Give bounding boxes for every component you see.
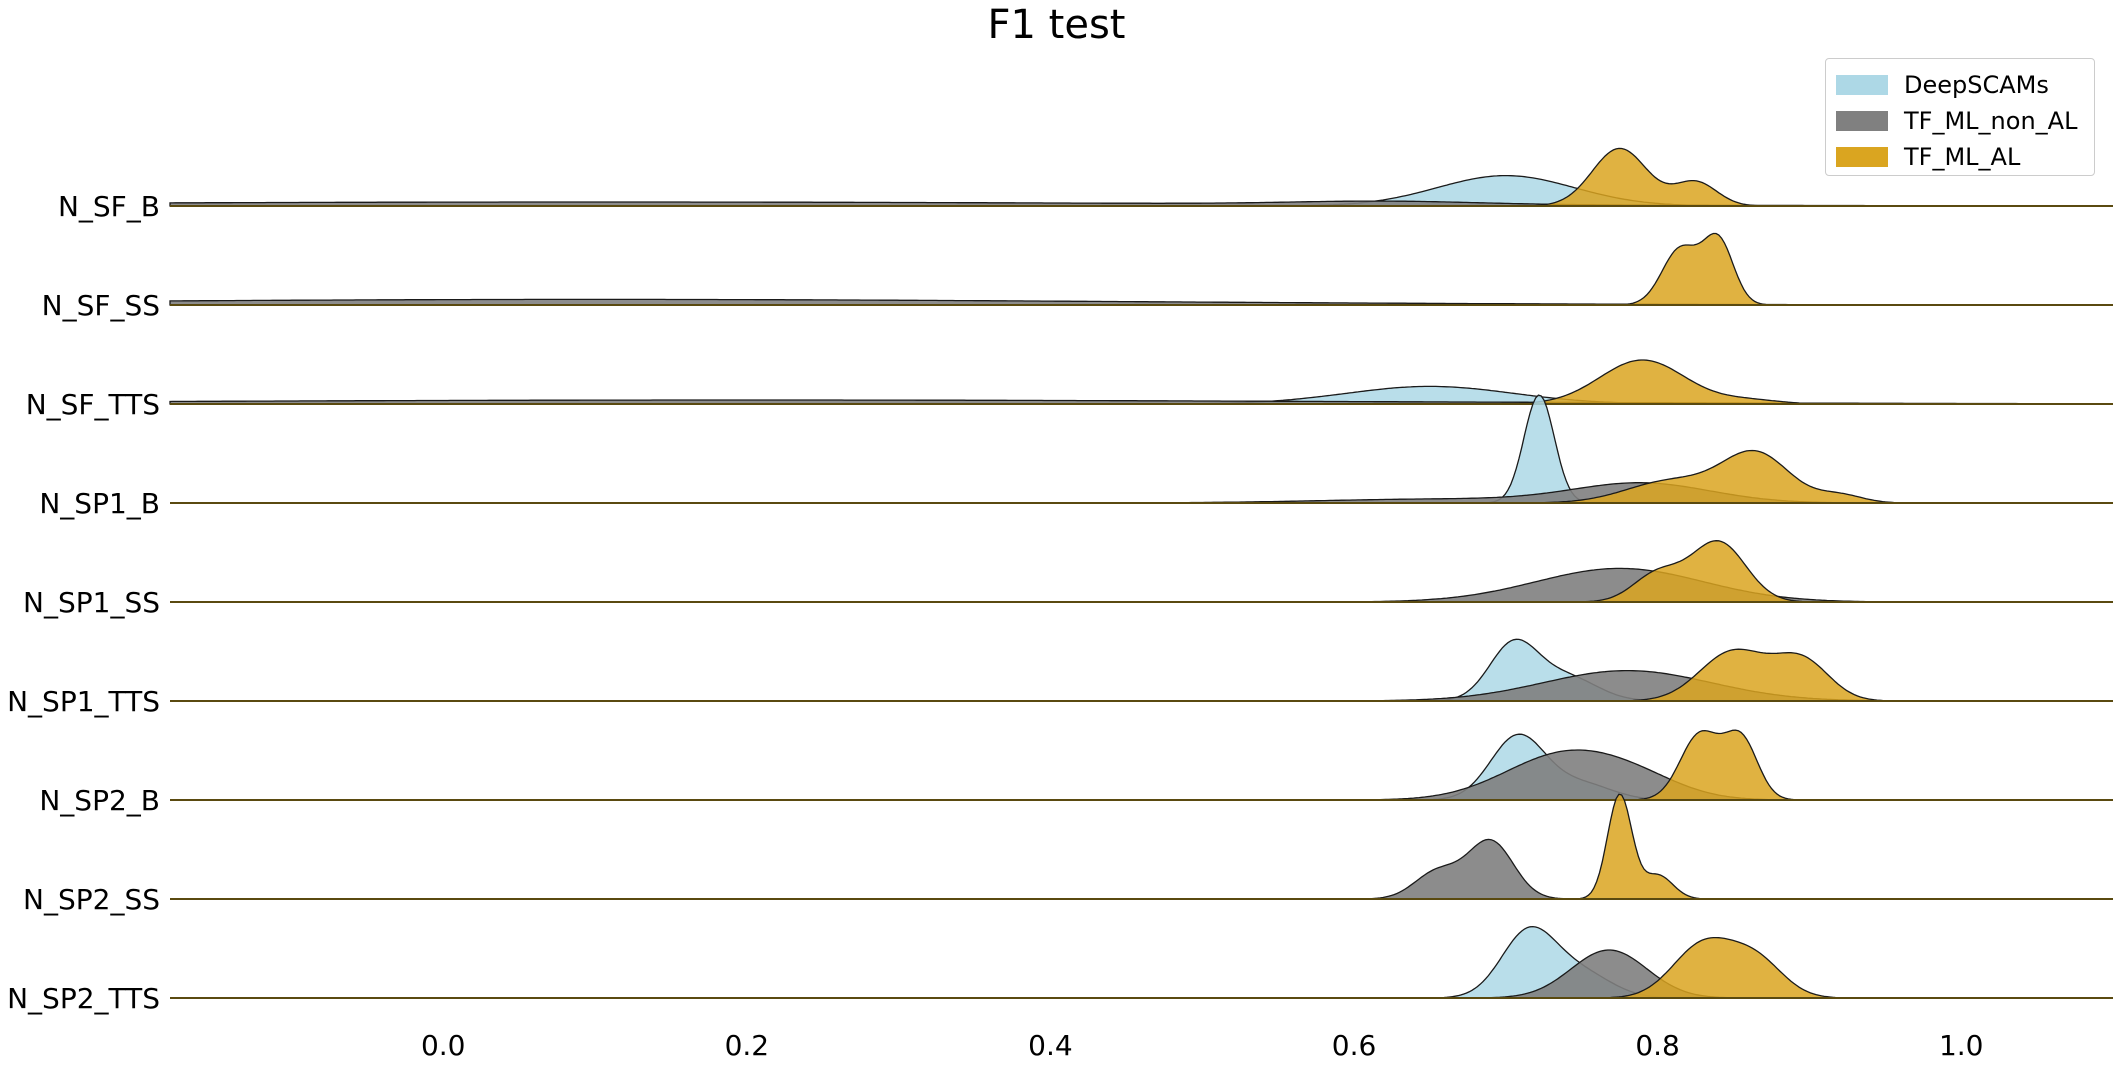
density-tf-ml-al-n-sp1-tts <box>170 648 2113 702</box>
legend-item-tf-ml-non-al: TF_ML_non_AL <box>1836 103 2084 139</box>
density-tf-ml-al-n-sp1-b <box>170 449 2113 504</box>
ridge-row-n-sp2-tts: N_SP2_TTS <box>7 925 2113 1015</box>
x-tick-label: 1.0 <box>1939 1029 1984 1062</box>
density-deepscams-n-sp2-tts <box>170 925 2113 999</box>
x-tick-label: 0.0 <box>421 1029 466 1062</box>
density-tf-ml-al-n-sf-tts <box>170 359 2113 405</box>
x-tick-label: 0.2 <box>725 1029 770 1062</box>
ridge-row-n-sf-ss: N_SF_SS <box>42 232 2113 322</box>
density-tf-ml-non-al-n-sp2-b <box>170 749 2113 801</box>
density-deepscams-n-sf-b <box>170 174 2113 207</box>
legend-item-deepscams: DeepSCAMs <box>1836 67 2084 103</box>
row-label: N_SP2_TTS <box>7 982 160 1015</box>
density-tf-ml-al-n-sp2-b <box>170 729 2113 801</box>
density-tf-ml-non-al-n-sp1-ss <box>170 567 2113 603</box>
legend-swatch-tf-ml-non-al <box>1836 111 1888 131</box>
row-label: N_SP1_B <box>39 487 160 520</box>
ridge-row-n-sp1-tts: N_SP1_TTS <box>7 638 2113 718</box>
density-tf-ml-al-n-sf-ss <box>170 232 2113 306</box>
ridge-row-n-sf-tts: N_SF_TTS <box>26 359 2113 421</box>
legend-swatch-tf-ml-al <box>1836 147 1888 167</box>
legend-label-deepscams: DeepSCAMs <box>1904 71 2049 99</box>
ridge-row-n-sp2-ss: N_SP2_SS <box>23 793 2113 916</box>
legend-label-tf-ml-non-al: TF_ML_non_AL <box>1904 107 2078 135</box>
legend-item-tf-ml-al: TF_ML_AL <box>1836 139 2084 175</box>
x-tick-label: 0.6 <box>1332 1029 1377 1062</box>
ridge-row-n-sp1-ss: N_SP1_SS <box>23 540 2113 619</box>
row-label: N_SP1_TTS <box>7 685 160 718</box>
legend-swatch-deepscams <box>1836 75 1888 95</box>
row-label: N_SP1_SS <box>23 586 160 619</box>
row-label: N_SF_B <box>58 190 160 223</box>
ridge-row-n-sp1-b: N_SP1_B <box>39 394 2113 520</box>
density-tf-ml-al-n-sp2-tts <box>170 936 2113 999</box>
row-label: N_SP2_SS <box>23 883 160 916</box>
density-tf-ml-al-n-sf-b <box>170 147 2113 207</box>
density-deepscams-n-sp2-b <box>170 733 2113 801</box>
row-label: N_SF_TTS <box>26 388 160 421</box>
density-tf-ml-al-n-sp1-ss <box>170 540 2113 603</box>
legend: DeepSCAMs TF_ML_non_AL TF_ML_AL <box>1825 58 2095 176</box>
density-tf-ml-al-n-sp2-ss <box>170 793 2113 900</box>
legend-label-tf-ml-al: TF_ML_AL <box>1904 143 2021 171</box>
chart-title: F1 test <box>987 2 1126 48</box>
x-tick-label: 0.4 <box>1028 1029 1073 1062</box>
x-tick-label: 0.8 <box>1635 1029 1680 1062</box>
density-deepscams-n-sp1-b <box>170 394 2113 504</box>
ridge-row-n-sp2-b: N_SP2_B <box>39 729 2113 817</box>
density-tf-ml-non-al-n-sp2-ss <box>170 838 2113 900</box>
row-label: N_SF_SS <box>42 289 160 322</box>
row-label: N_SP2_B <box>39 784 160 817</box>
density-tf-ml-non-al-n-sp2-tts <box>170 949 2113 999</box>
ridge-row-n-sf-b: N_SF_B <box>58 147 2113 223</box>
